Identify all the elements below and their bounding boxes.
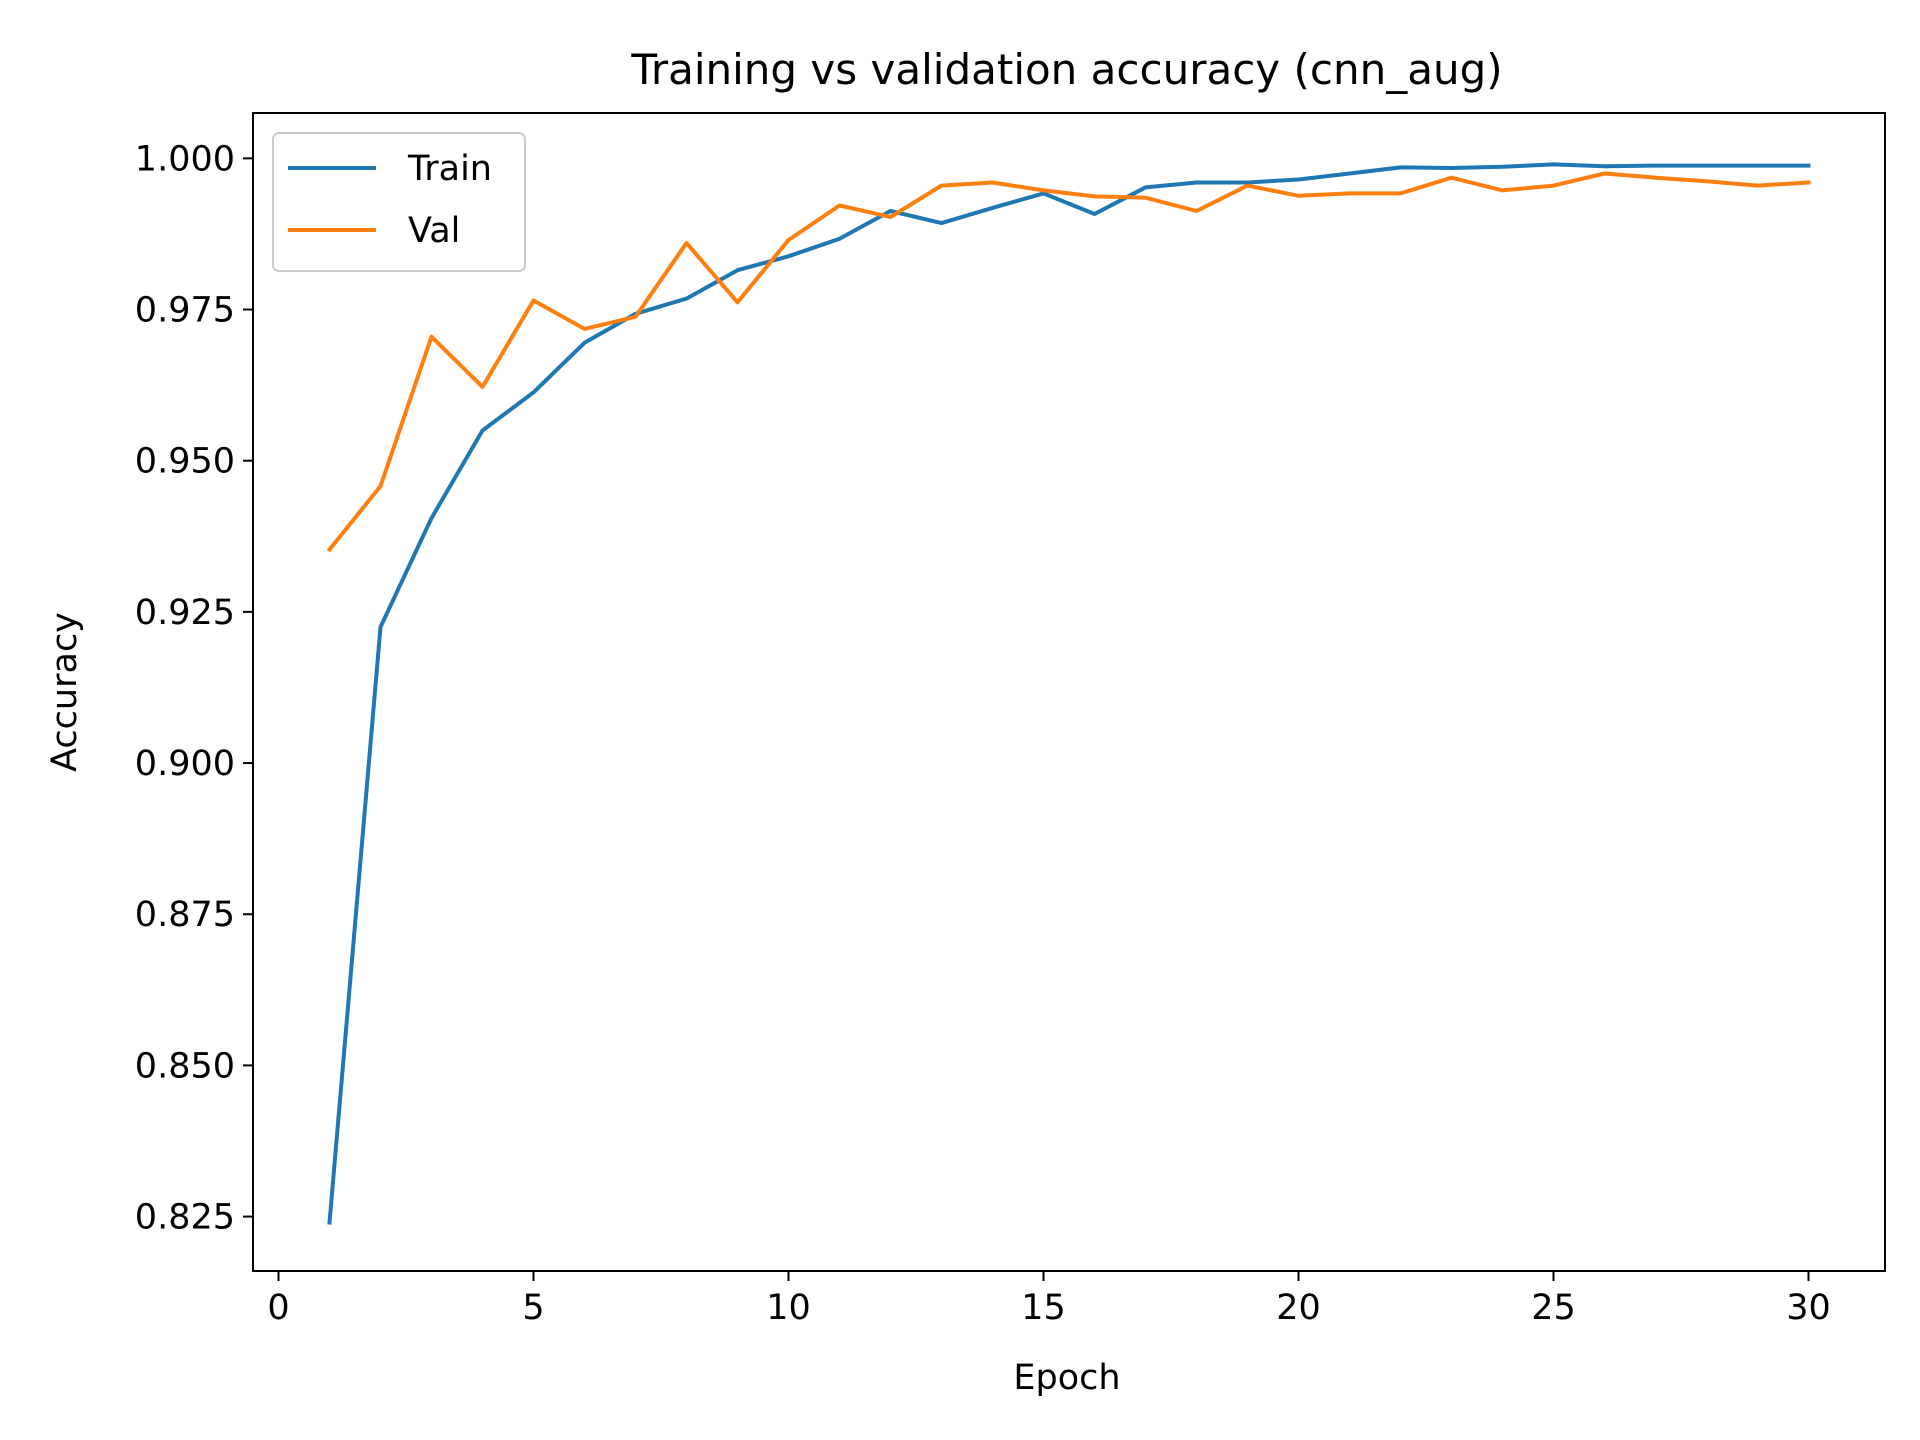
- x-axis: 0 5 10 15 20 25 30: [267, 1271, 1831, 1328]
- x-tick-label: 25: [1531, 1288, 1576, 1328]
- legend-label-train: Train: [407, 149, 492, 189]
- y-tick-label: 0.925: [135, 593, 235, 633]
- y-tick-label: 0.850: [135, 1046, 235, 1086]
- series-line-val: [326, 171, 1811, 553]
- x-axis-label: Epoch: [1013, 1358, 1120, 1398]
- legend-label-val: Val: [408, 211, 460, 251]
- y-tick-label: 0.825: [135, 1198, 235, 1238]
- series-line-train: [327, 162, 1811, 1225]
- x-tick-label: 10: [766, 1288, 811, 1328]
- x-tick-label: 15: [1021, 1288, 1066, 1328]
- y-axis-label: Accuracy: [45, 612, 85, 772]
- y-tick-label: 0.900: [135, 744, 235, 784]
- chart-title: Training vs validation accuracy (cnn_aug…: [630, 45, 1502, 94]
- y-tick-label: 0.950: [135, 442, 235, 482]
- y-tick-label: 1.000: [135, 139, 235, 179]
- y-tick-label: 0.875: [135, 895, 235, 935]
- series-layer: [326, 162, 1811, 1225]
- legend: Train Val: [272, 132, 526, 272]
- x-tick-label: 0: [267, 1288, 289, 1328]
- x-tick-label: 20: [1276, 1288, 1321, 1328]
- x-tick-label: 5: [522, 1288, 544, 1328]
- x-tick-label: 30: [1786, 1288, 1831, 1328]
- y-tick-label: 0.975: [135, 291, 235, 331]
- axes-frame: [252, 112, 1886, 1272]
- y-axis: 0.825 0.850 0.875 0.900 0.925 0.950 0.975 1.000: [135, 139, 253, 1238]
